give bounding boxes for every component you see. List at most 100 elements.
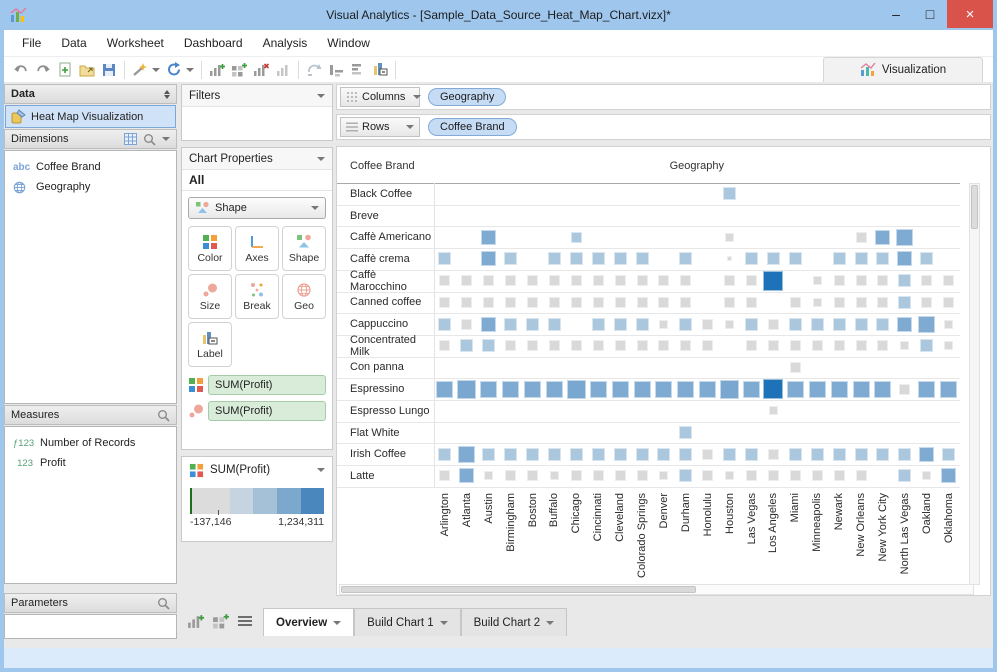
heatmap-cell[interactable]: [808, 380, 826, 398]
heatmap-cell[interactable]: [789, 296, 801, 308]
heatmap-cell[interactable]: [484, 471, 494, 481]
heatmap-cell[interactable]: [746, 340, 758, 352]
heatmap-cell[interactable]: [832, 252, 846, 266]
heatmap-cell[interactable]: [505, 275, 517, 287]
heatmap-cell[interactable]: [505, 340, 517, 352]
heatmap-cell[interactable]: [679, 469, 693, 483]
heatmap-cell[interactable]: [592, 275, 604, 287]
heatmap-cell[interactable]: [855, 296, 867, 308]
menu-item-dashboard[interactable]: Dashboard: [183, 36, 243, 50]
heatmap-cell[interactable]: [767, 448, 779, 460]
heatmap-cell[interactable]: [460, 339, 474, 353]
heatmap-cell[interactable]: [679, 447, 693, 461]
refresh-dropdown-caret[interactable]: [186, 67, 194, 72]
swap-axes-icon[interactable]: [303, 60, 325, 80]
heatmap-cell[interactable]: [919, 446, 935, 462]
heatmap-cell[interactable]: [918, 315, 936, 333]
heatmap-cell[interactable]: [811, 340, 823, 352]
sheet-list-icon[interactable]: [237, 614, 253, 628]
heatmap-cell[interactable]: [569, 447, 583, 461]
heatmap-cell[interactable]: [548, 275, 560, 287]
heatmap-cell[interactable]: [855, 231, 867, 243]
heatmap-cell[interactable]: [680, 296, 692, 308]
heatmap-cell[interactable]: [921, 296, 933, 308]
heatmap-cell[interactable]: [725, 232, 735, 242]
heatmap-cell[interactable]: [545, 380, 563, 398]
heatmap-cell[interactable]: [566, 379, 586, 399]
heatmap-cell[interactable]: [633, 380, 651, 398]
heatmap-cell[interactable]: [439, 340, 451, 352]
heatmap-cell[interactable]: [746, 275, 758, 287]
heatmap-cell[interactable]: [876, 252, 890, 266]
heatmap-cell[interactable]: [943, 296, 955, 308]
new-chart-sheet-icon[interactable]: [187, 613, 204, 629]
tab-overview[interactable]: Overview: [263, 608, 355, 636]
heatmap-cell[interactable]: [788, 317, 802, 331]
heatmap-cell[interactable]: [636, 296, 648, 308]
heatmap-cell[interactable]: [679, 252, 693, 266]
heatmap-cell[interactable]: [944, 341, 954, 351]
heatmap-cell[interactable]: [548, 340, 560, 352]
table-icon[interactable]: [124, 133, 137, 145]
rows-pill-coffee-brand[interactable]: Coffee Brand: [428, 118, 517, 136]
chip-sum-profit-size[interactable]: SUM(Profit): [208, 401, 326, 421]
heatmap-cell[interactable]: [659, 471, 669, 481]
heatmap-cell[interactable]: [438, 317, 452, 331]
heatmap-cell[interactable]: [592, 340, 604, 352]
heatmap-cell[interactable]: [702, 470, 714, 482]
new-document-icon[interactable]: [54, 60, 76, 80]
heatmap-cell[interactable]: [570, 470, 582, 482]
heatmap-cell[interactable]: [591, 252, 605, 266]
filters-dropdown-caret[interactable]: [317, 93, 325, 98]
heatmap-cell[interactable]: [743, 380, 761, 398]
heatmap-cell[interactable]: [877, 296, 889, 308]
heatmap-cell[interactable]: [876, 447, 890, 461]
heatmap-cell[interactable]: [570, 296, 582, 308]
heatmap-cell[interactable]: [833, 296, 845, 308]
chart-properties-dropdown-caret[interactable]: [317, 156, 325, 161]
heatmap-cell[interactable]: [570, 275, 582, 287]
heatmap-cell[interactable]: [502, 380, 520, 398]
heatmap-cell[interactable]: [812, 297, 822, 307]
menu-item-analysis[interactable]: Analysis: [262, 36, 308, 50]
menu-item-window[interactable]: Window: [327, 36, 370, 50]
heatmap-cell[interactable]: [504, 252, 518, 266]
property-button-color[interactable]: Color: [188, 226, 232, 271]
heatmap-cell[interactable]: [505, 470, 517, 482]
heatmap-cell[interactable]: [614, 296, 626, 308]
heatmap-cell[interactable]: [636, 275, 648, 287]
heatmap-cell[interactable]: [481, 229, 497, 245]
heatmap-cell[interactable]: [614, 470, 626, 482]
heatmap-cell[interactable]: [745, 447, 759, 461]
heatmap-cell[interactable]: [854, 317, 868, 331]
heatmap-cell[interactable]: [810, 317, 824, 331]
heatmap-cell[interactable]: [725, 319, 735, 329]
add-chart-icon[interactable]: [206, 60, 228, 80]
heatmap-cell[interactable]: [767, 318, 779, 330]
heatmap-cell[interactable]: [657, 447, 671, 461]
heatmap-cell[interactable]: [526, 317, 540, 331]
columns-shelf-button[interactable]: Columns: [340, 87, 422, 107]
legend-dropdown-caret[interactable]: [317, 468, 325, 472]
redo-icon[interactable]: [32, 60, 54, 80]
heatmap-cell[interactable]: [854, 447, 868, 461]
heatmap-cell[interactable]: [658, 275, 670, 287]
heatmap-cell[interactable]: [898, 274, 912, 288]
heatmap-cell[interactable]: [658, 296, 670, 308]
heatmap-cell[interactable]: [549, 471, 559, 481]
stack-bars-icon[interactable]: [347, 60, 369, 80]
property-button-size[interactable]: Size: [188, 274, 232, 319]
heatmap-cell[interactable]: [876, 317, 890, 331]
heatmap-cell[interactable]: [723, 187, 737, 201]
minimize-button[interactable]: –: [892, 6, 900, 22]
heatmap-cell[interactable]: [527, 470, 539, 482]
heatmap-cell[interactable]: [921, 275, 933, 287]
heatmap-cell[interactable]: [592, 470, 604, 482]
heatmap-cell[interactable]: [504, 447, 518, 461]
heatmap-cell[interactable]: [481, 251, 497, 267]
heatmap-cell[interactable]: [547, 317, 561, 331]
heatmap-cell[interactable]: [459, 468, 475, 484]
heatmap-cell[interactable]: [439, 470, 451, 482]
remove-chart-icon[interactable]: [250, 60, 272, 80]
shape-select[interactable]: Shape: [188, 197, 326, 219]
